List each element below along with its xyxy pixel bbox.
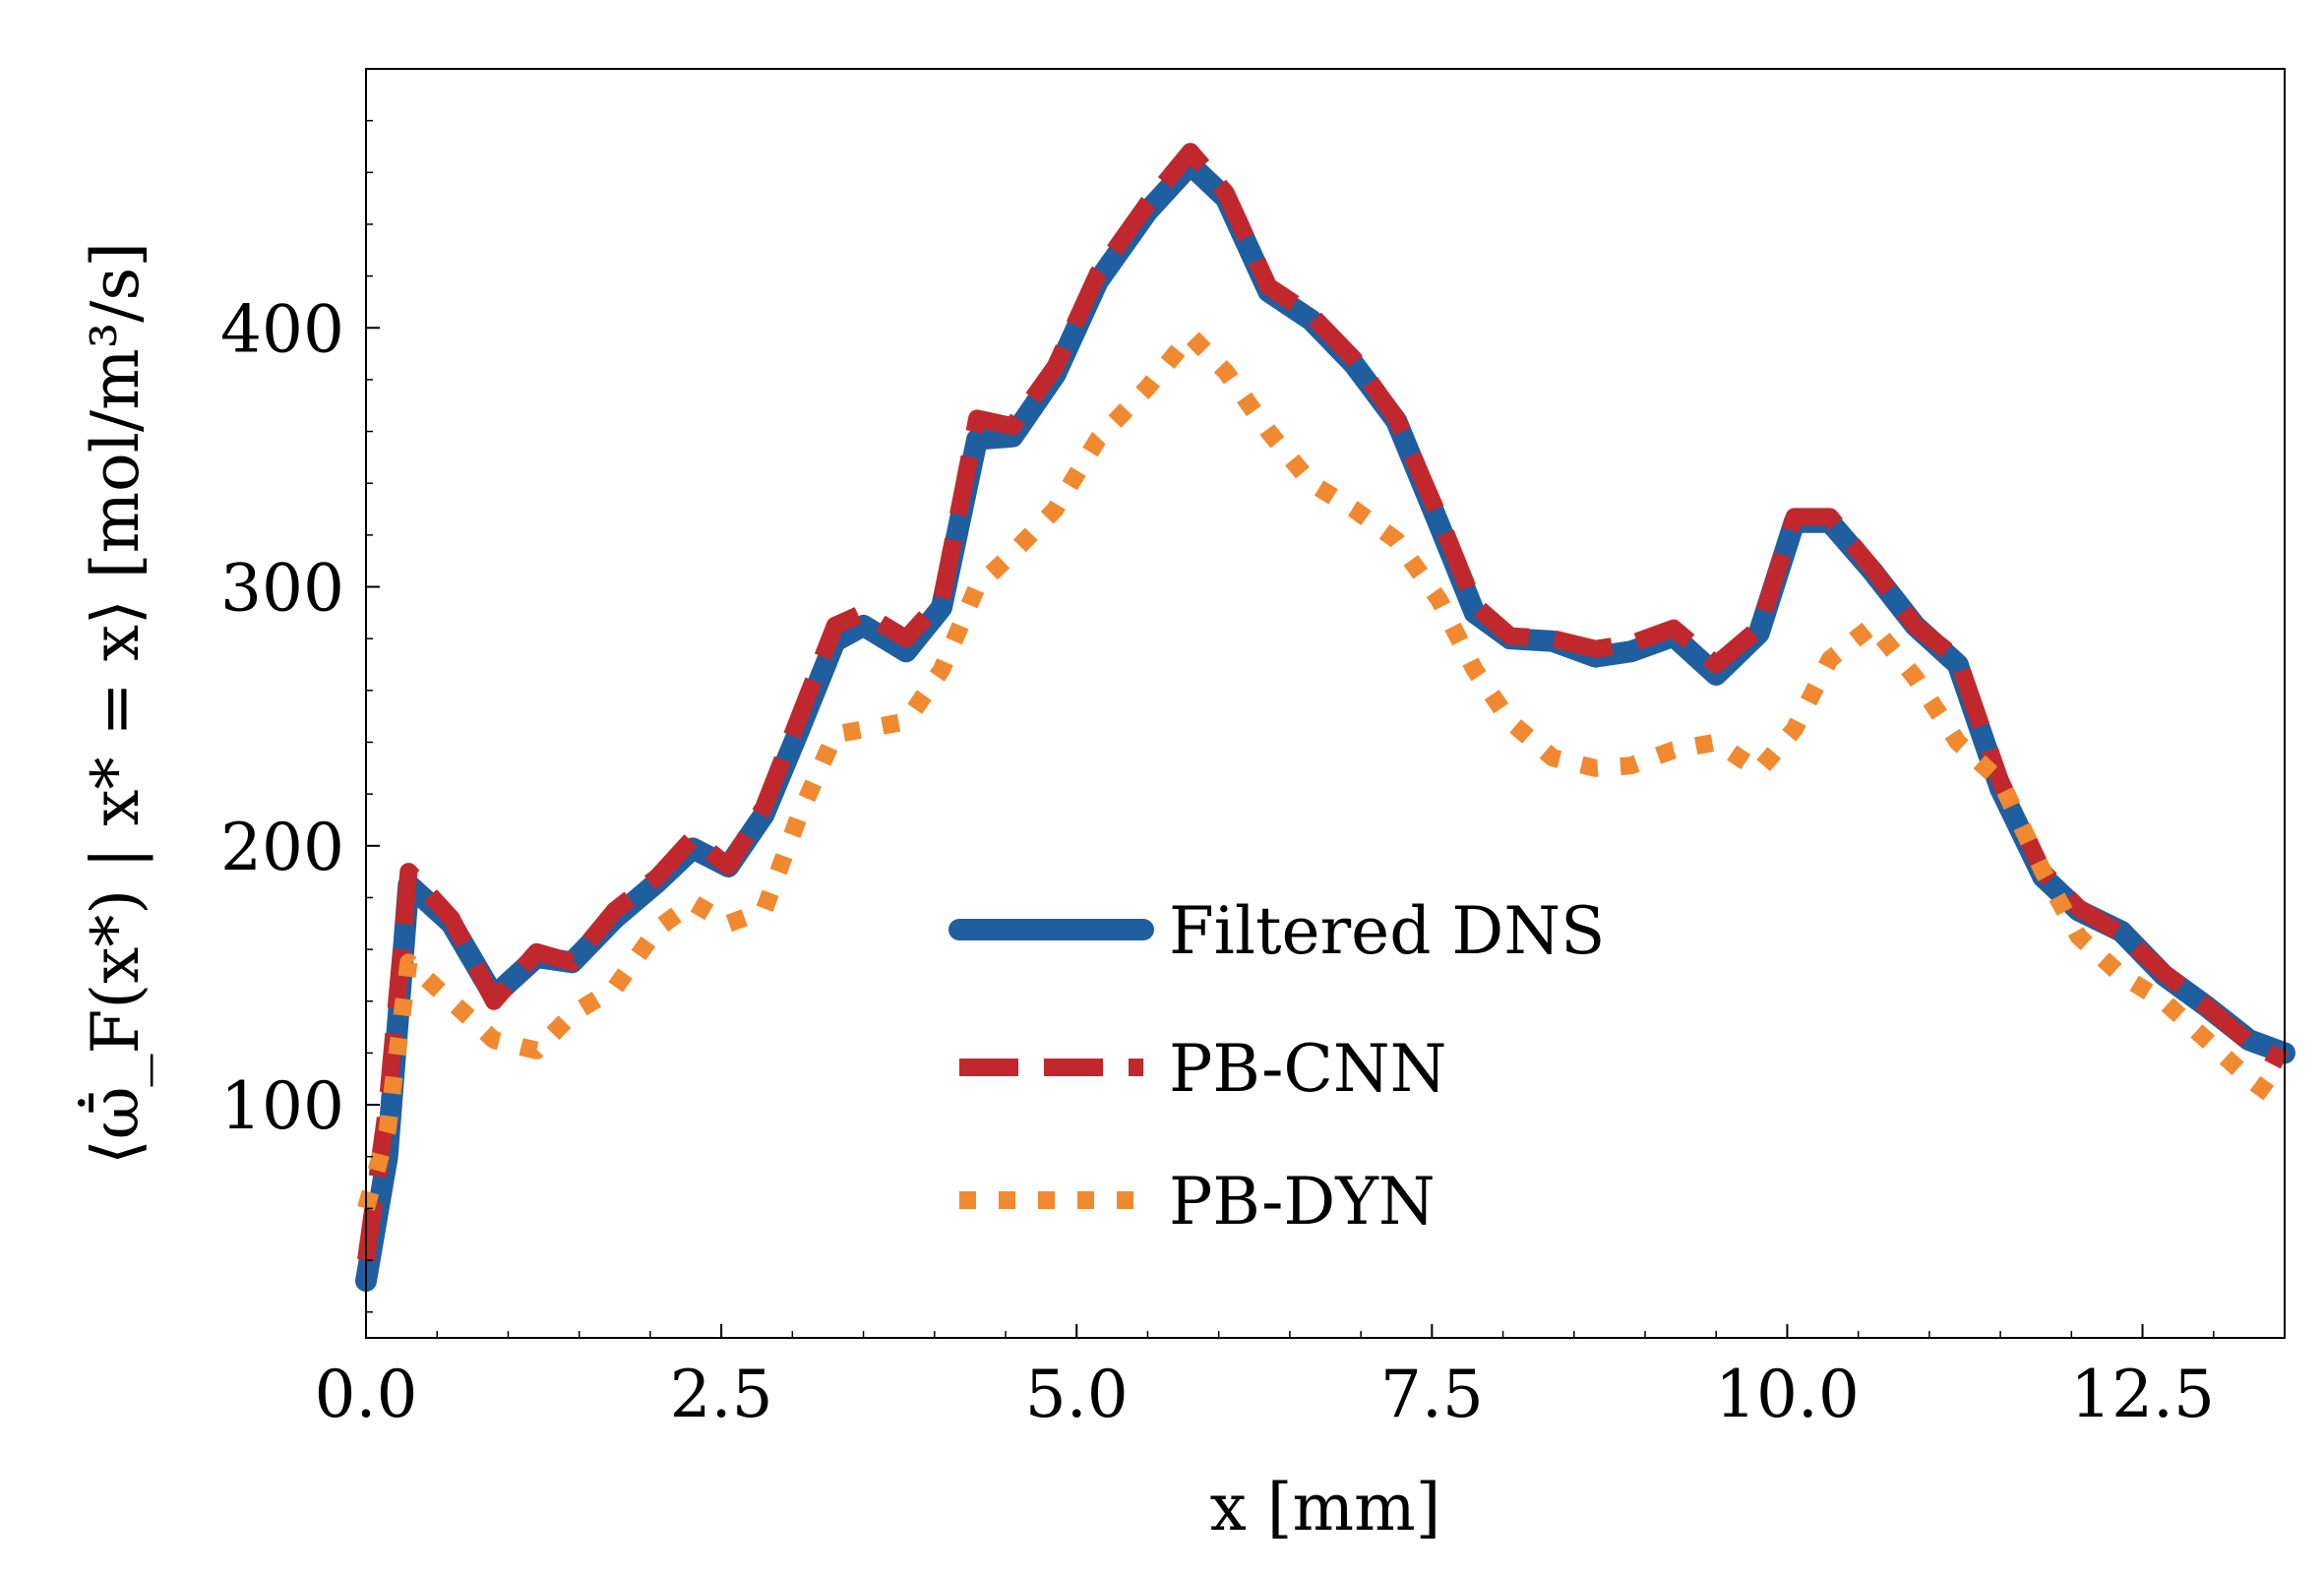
y-tick-label: 300 (220, 551, 344, 627)
series-line-pb-dyn (357, 327, 2291, 1211)
legend: Filtered DNS PB-CNN PB-DYN (948, 893, 1605, 1240)
y-axis-label: ⟨ω̄̇_F(x*) | x* = x⟩ [mol/m³/s] (78, 242, 153, 1165)
x-axis-ticks: 0.0 2.5 5.0 7.5 10.0 12.5 (315, 1324, 2286, 1432)
plot-frame (365, 68, 2286, 1339)
x-tick-label: 0.0 (315, 1357, 418, 1432)
y-tick-label: 100 (220, 1068, 344, 1144)
series-line-pb-cnn (357, 143, 2290, 1262)
x-tick-label: 5.0 (1025, 1357, 1129, 1432)
x-axis-label: x [mm] (1210, 1470, 1441, 1545)
y-axis-ticks: 100 200 300 400 (220, 68, 380, 1313)
x-tick-label: 10.0 (1715, 1357, 1860, 1432)
y-tick-label: 400 (220, 291, 344, 367)
x-tick-label: 2.5 (670, 1357, 773, 1432)
x-tick-label: 12.5 (2070, 1357, 2215, 1432)
y-tick-label: 200 (220, 810, 344, 885)
x-tick-label: 7.5 (1380, 1357, 1484, 1432)
legend-label: PB-CNN (1169, 1031, 1446, 1107)
legend-label: Filtered DNS (1169, 893, 1605, 969)
series-lines (355, 143, 2295, 1293)
legend-label: PB-DYN (1169, 1164, 1436, 1240)
